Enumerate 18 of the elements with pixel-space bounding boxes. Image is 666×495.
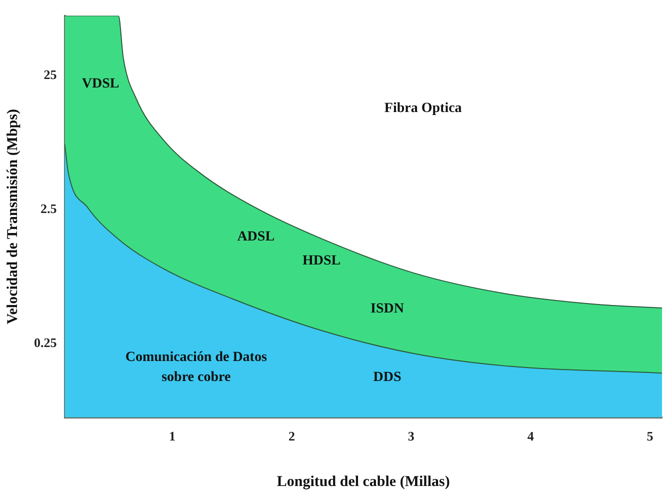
x-tick-label: 4 <box>527 428 534 444</box>
x-tick-label: 2 <box>288 428 295 444</box>
annotation: DDS <box>373 370 402 385</box>
annotation: ISDN <box>370 302 404 317</box>
annotation: HDSL <box>302 253 341 268</box>
annotation: VDSL <box>82 76 120 92</box>
y-tick-label: 25 <box>44 67 58 82</box>
annotation: Fibra Optica <box>384 100 462 116</box>
x-axis-title: Longitud del cable (Millas) <box>276 474 450 490</box>
x-tick-label: 3 <box>408 428 415 444</box>
y-tick-label: 0.25 <box>34 334 58 350</box>
annotation: sobre cobre <box>162 370 231 385</box>
x-tick-label: 5 <box>646 428 654 444</box>
annotation: Comunicación de Datos <box>125 350 268 365</box>
y-tick-label: 2.5 <box>40 200 58 216</box>
y-axis-title: Velocidad de Transmisión (Mbps) <box>4 109 21 324</box>
x-tick-label: 1 <box>169 428 176 444</box>
annotation: ADSL <box>237 229 275 244</box>
